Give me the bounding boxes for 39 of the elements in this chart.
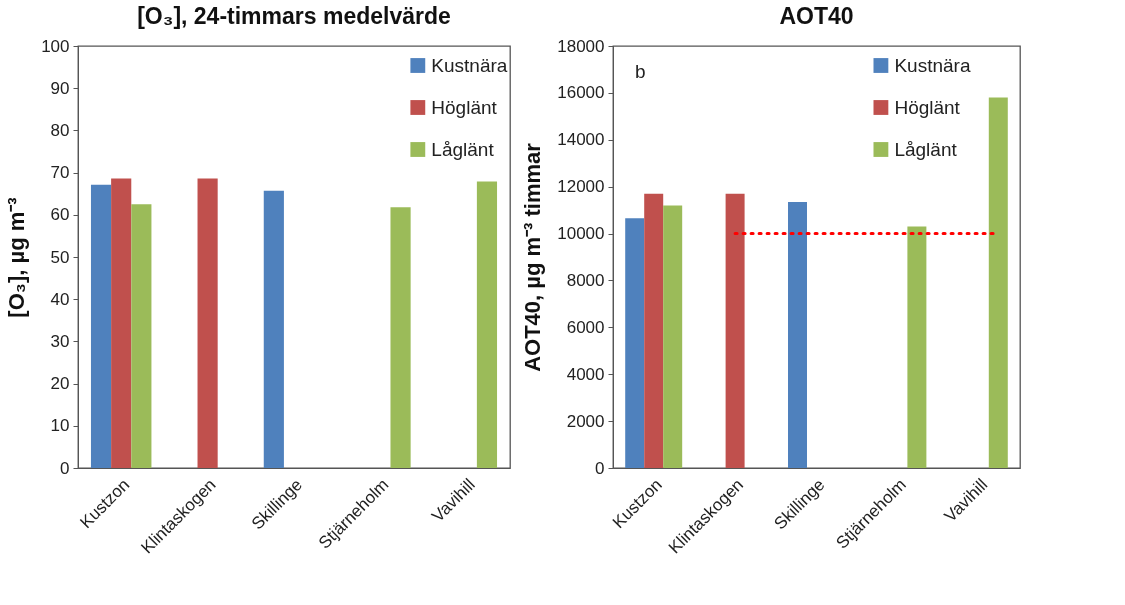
bar (988, 97, 1008, 468)
bar (788, 201, 807, 468)
y-tick-label: 10000 (557, 224, 605, 244)
y-tick-label: 10 (50, 416, 70, 436)
y-tick-label: 90 (50, 78, 70, 98)
y-tick-label: 12000 (557, 177, 605, 197)
y-tick-label: 4000 (566, 364, 605, 384)
y-tick-label: 6000 (566, 317, 605, 337)
y-tick-label: 60 (50, 205, 70, 225)
legend-label: Höglänt (894, 96, 961, 118)
legend-label: Låglänt (431, 138, 495, 160)
y-tick-label: 0 (60, 458, 70, 478)
legend-label: Höglänt (431, 96, 498, 118)
bar (907, 226, 927, 468)
y-tick-label: 14000 (557, 130, 605, 150)
y-tick-label: 80 (50, 120, 70, 140)
y-tick-label: 18000 (557, 36, 605, 56)
bar (625, 218, 645, 468)
y-tick-label: 30 (50, 331, 70, 351)
y-tick-label: 8000 (566, 270, 605, 290)
bar (644, 193, 664, 468)
y-axis-title: AOT40, µg m⁻³ timmar (520, 142, 546, 372)
chart-title: AOT40 (779, 3, 854, 29)
chart-title: [O₃], 24-timmars medelvärde (137, 3, 451, 29)
y-tick-label: 70 (50, 163, 70, 183)
legend-label: Kustnära (431, 54, 508, 76)
y-tick-label: 16000 (557, 83, 605, 103)
bar (663, 205, 683, 468)
legend-label: Låglänt (894, 138, 958, 160)
y-tick-label: 20 (50, 374, 70, 394)
y-tick-label: 100 (41, 36, 70, 56)
y-tick-label: 2000 (566, 411, 605, 431)
annotation: b (635, 61, 646, 82)
y-tick-label: 50 (50, 247, 70, 267)
bar (725, 193, 745, 468)
y-tick-label: 40 (50, 289, 70, 309)
y-axis-title: [O₃], µg m⁻³ (4, 197, 30, 318)
legend-label: Kustnära (894, 54, 971, 76)
y-tick-label: 0 (595, 458, 605, 478)
